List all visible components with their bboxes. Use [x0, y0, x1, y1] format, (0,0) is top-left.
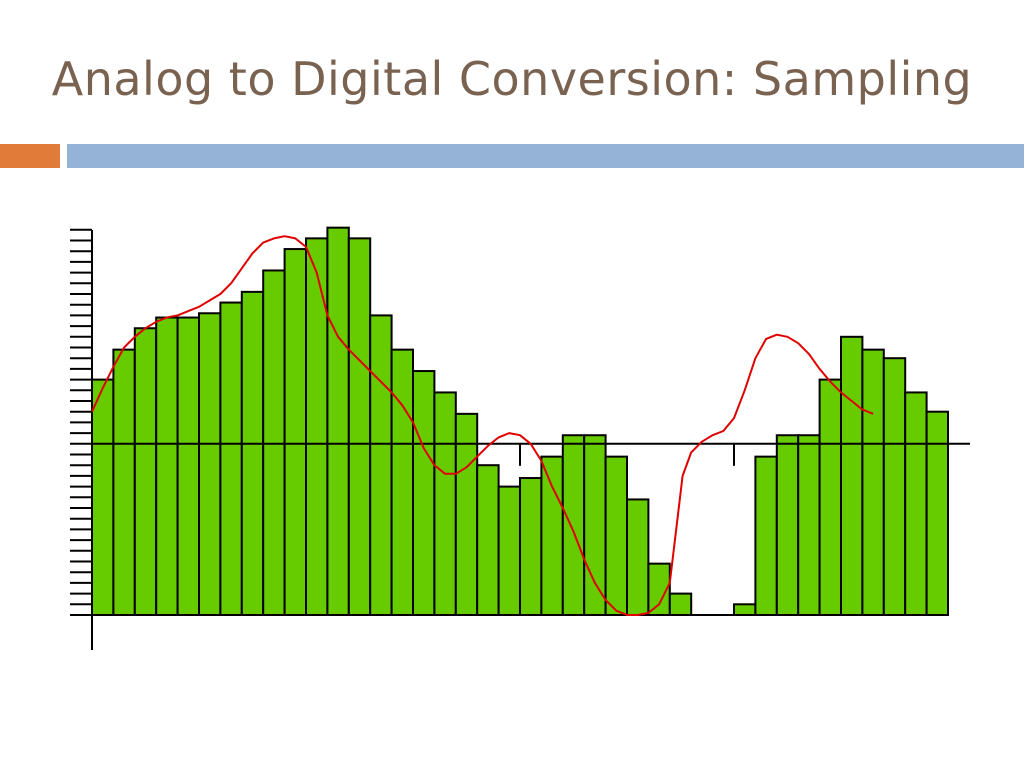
sample-bar — [540, 455, 564, 617]
sample-bar — [925, 410, 949, 617]
sample-bar — [112, 348, 136, 616]
sample-bar — [91, 378, 115, 616]
sample-bar — [240, 290, 265, 616]
sample-bar — [882, 357, 907, 616]
sample-bar — [519, 477, 543, 617]
sample-bar — [176, 316, 201, 616]
sample-bar — [861, 348, 885, 616]
sample-bar — [840, 335, 864, 616]
sample-bar — [818, 378, 842, 616]
sample-bar — [476, 464, 500, 617]
sample-bar — [604, 455, 628, 617]
sample-bar — [668, 592, 693, 616]
slide-title: Analog to Digital Conversion: Sampling — [51, 52, 973, 106]
sample-bar — [626, 498, 650, 616]
sample-bar — [754, 455, 778, 617]
sample-bar — [561, 434, 586, 616]
sample-bar — [155, 316, 179, 616]
sample-bar — [390, 348, 415, 616]
sample-bar — [433, 391, 457, 616]
sample-bar — [219, 301, 243, 616]
sample-bar — [198, 312, 222, 616]
sample-bar — [283, 248, 308, 616]
accent-bar-blue — [67, 144, 1024, 168]
analog-signal-curve — [91, 235, 874, 616]
sample-bar — [133, 327, 158, 616]
sample-bar — [412, 370, 436, 617]
sample-bar — [733, 603, 757, 616]
sample-bar — [326, 226, 350, 616]
sample-bar — [497, 485, 522, 616]
accent-bar-orange — [0, 144, 60, 168]
sample-bar — [775, 434, 800, 616]
sample-bar — [305, 237, 329, 617]
sample-bar — [369, 314, 393, 616]
sample-bar — [583, 434, 607, 616]
sample-bar — [797, 434, 821, 616]
sample-bar — [262, 269, 286, 616]
sample-bar — [904, 391, 928, 616]
sample-bar — [347, 237, 372, 617]
